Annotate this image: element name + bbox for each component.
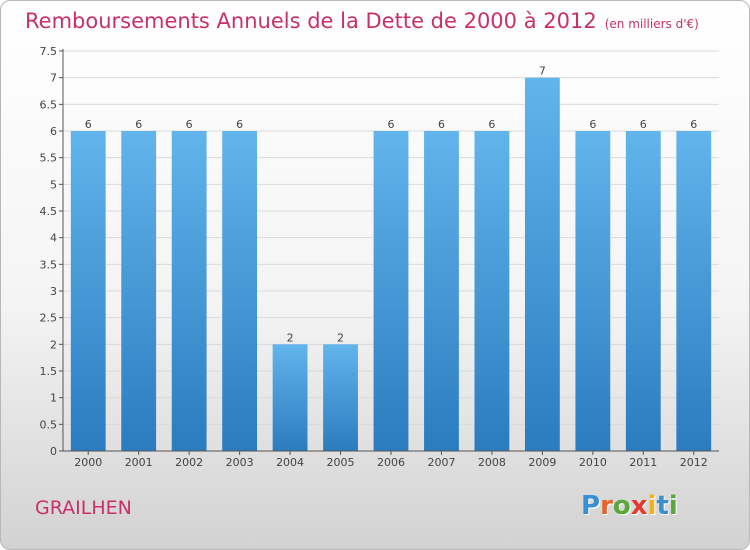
x-tick-label: 2003 [226,456,254,469]
chart-unit: (en milliers d'€) [604,17,699,31]
y-tick-label: 5 [50,178,57,191]
x-tick-label: 2004 [276,456,304,469]
bar-2011 [625,131,661,451]
x-tick-label: 2012 [680,456,708,469]
bar-value-label: 2 [287,331,294,344]
bar-2006 [373,131,409,451]
y-tick-label: 2.5 [40,312,58,325]
bar-2010 [575,131,611,451]
bar-2008 [474,131,510,451]
bar-2004 [272,344,308,451]
bar-2000 [70,131,106,451]
x-tick-label: 2009 [528,456,556,469]
bar-2005 [323,344,358,451]
logo-letter: x [630,491,648,521]
bar-value-label: 6 [488,118,495,131]
bar-2002 [171,131,207,451]
bar-2009 [524,77,560,452]
bar-value-label: 2 [337,331,344,344]
y-tick-label: 6.5 [40,98,58,111]
logo-letter: t [656,491,669,521]
axes [59,49,719,455]
y-tick-label: 6 [50,125,57,138]
y-tick-label: 3.5 [40,258,58,271]
logo-letter: o [612,491,631,521]
bar-value-label: 6 [438,118,445,131]
bar-value-label: 7 [539,65,546,78]
x-tick-label: 2008 [478,456,506,469]
bar-value-label: 6 [85,118,92,131]
bar-value-label: 6 [135,118,142,131]
bar-2003 [222,131,258,451]
logo-letter: P [581,491,601,521]
chart-title-text: Remboursements Annuels de la Dette de 20… [25,9,597,33]
x-tick-label: 2002 [175,456,203,469]
x-tick-label: 2005 [327,456,355,469]
x-tick-label: 2001 [125,456,153,469]
proxiti-logo: Proxiti [581,491,678,521]
y-tick-label: 3 [50,285,57,298]
y-tick-label: 4.5 [40,205,58,218]
y-tick-label: 0.5 [40,418,58,431]
logo-letter: r [600,491,613,521]
x-tick-label: 2007 [427,456,455,469]
bar-2007 [424,131,459,451]
x-tick-label: 2006 [377,456,405,469]
bar-value-label: 6 [589,118,596,131]
bar-value-label: 6 [640,118,647,131]
logo-letter: i [668,491,678,521]
bar-value-label: 6 [186,118,193,131]
y-tick-label: 1.5 [40,365,58,378]
bar-2012 [676,131,712,451]
labels: 0 0.5 1 1.5 2 2.5 3 3.5 4 4.5 5 5.5 6 6.5 7 7.5 2000 6 200… [40,45,708,469]
x-tick-label: 2011 [629,456,657,469]
y-tick-label: 1 [50,392,57,405]
y-tick-label: 4 [50,232,57,245]
y-tick-label: 2 [50,338,57,351]
bar-value-label: 6 [388,118,395,131]
bar-value-label: 6 [236,118,243,131]
bar-value-label: 6 [690,118,697,131]
y-tick-label: 5.5 [40,152,58,165]
y-tick-label: 7 [50,72,57,85]
x-tick-label: 2000 [74,456,102,469]
logo-letter: i [647,491,657,521]
x-tick-label: 2010 [579,456,607,469]
y-tick-label: 7.5 [40,45,58,58]
bar-2001 [121,131,157,451]
y-tick-label: 0 [50,445,57,458]
chart-title: Remboursements Annuels de la Dette de 20… [25,9,699,33]
commune-name: GRAILHEN [35,497,132,519]
bars [70,77,712,452]
